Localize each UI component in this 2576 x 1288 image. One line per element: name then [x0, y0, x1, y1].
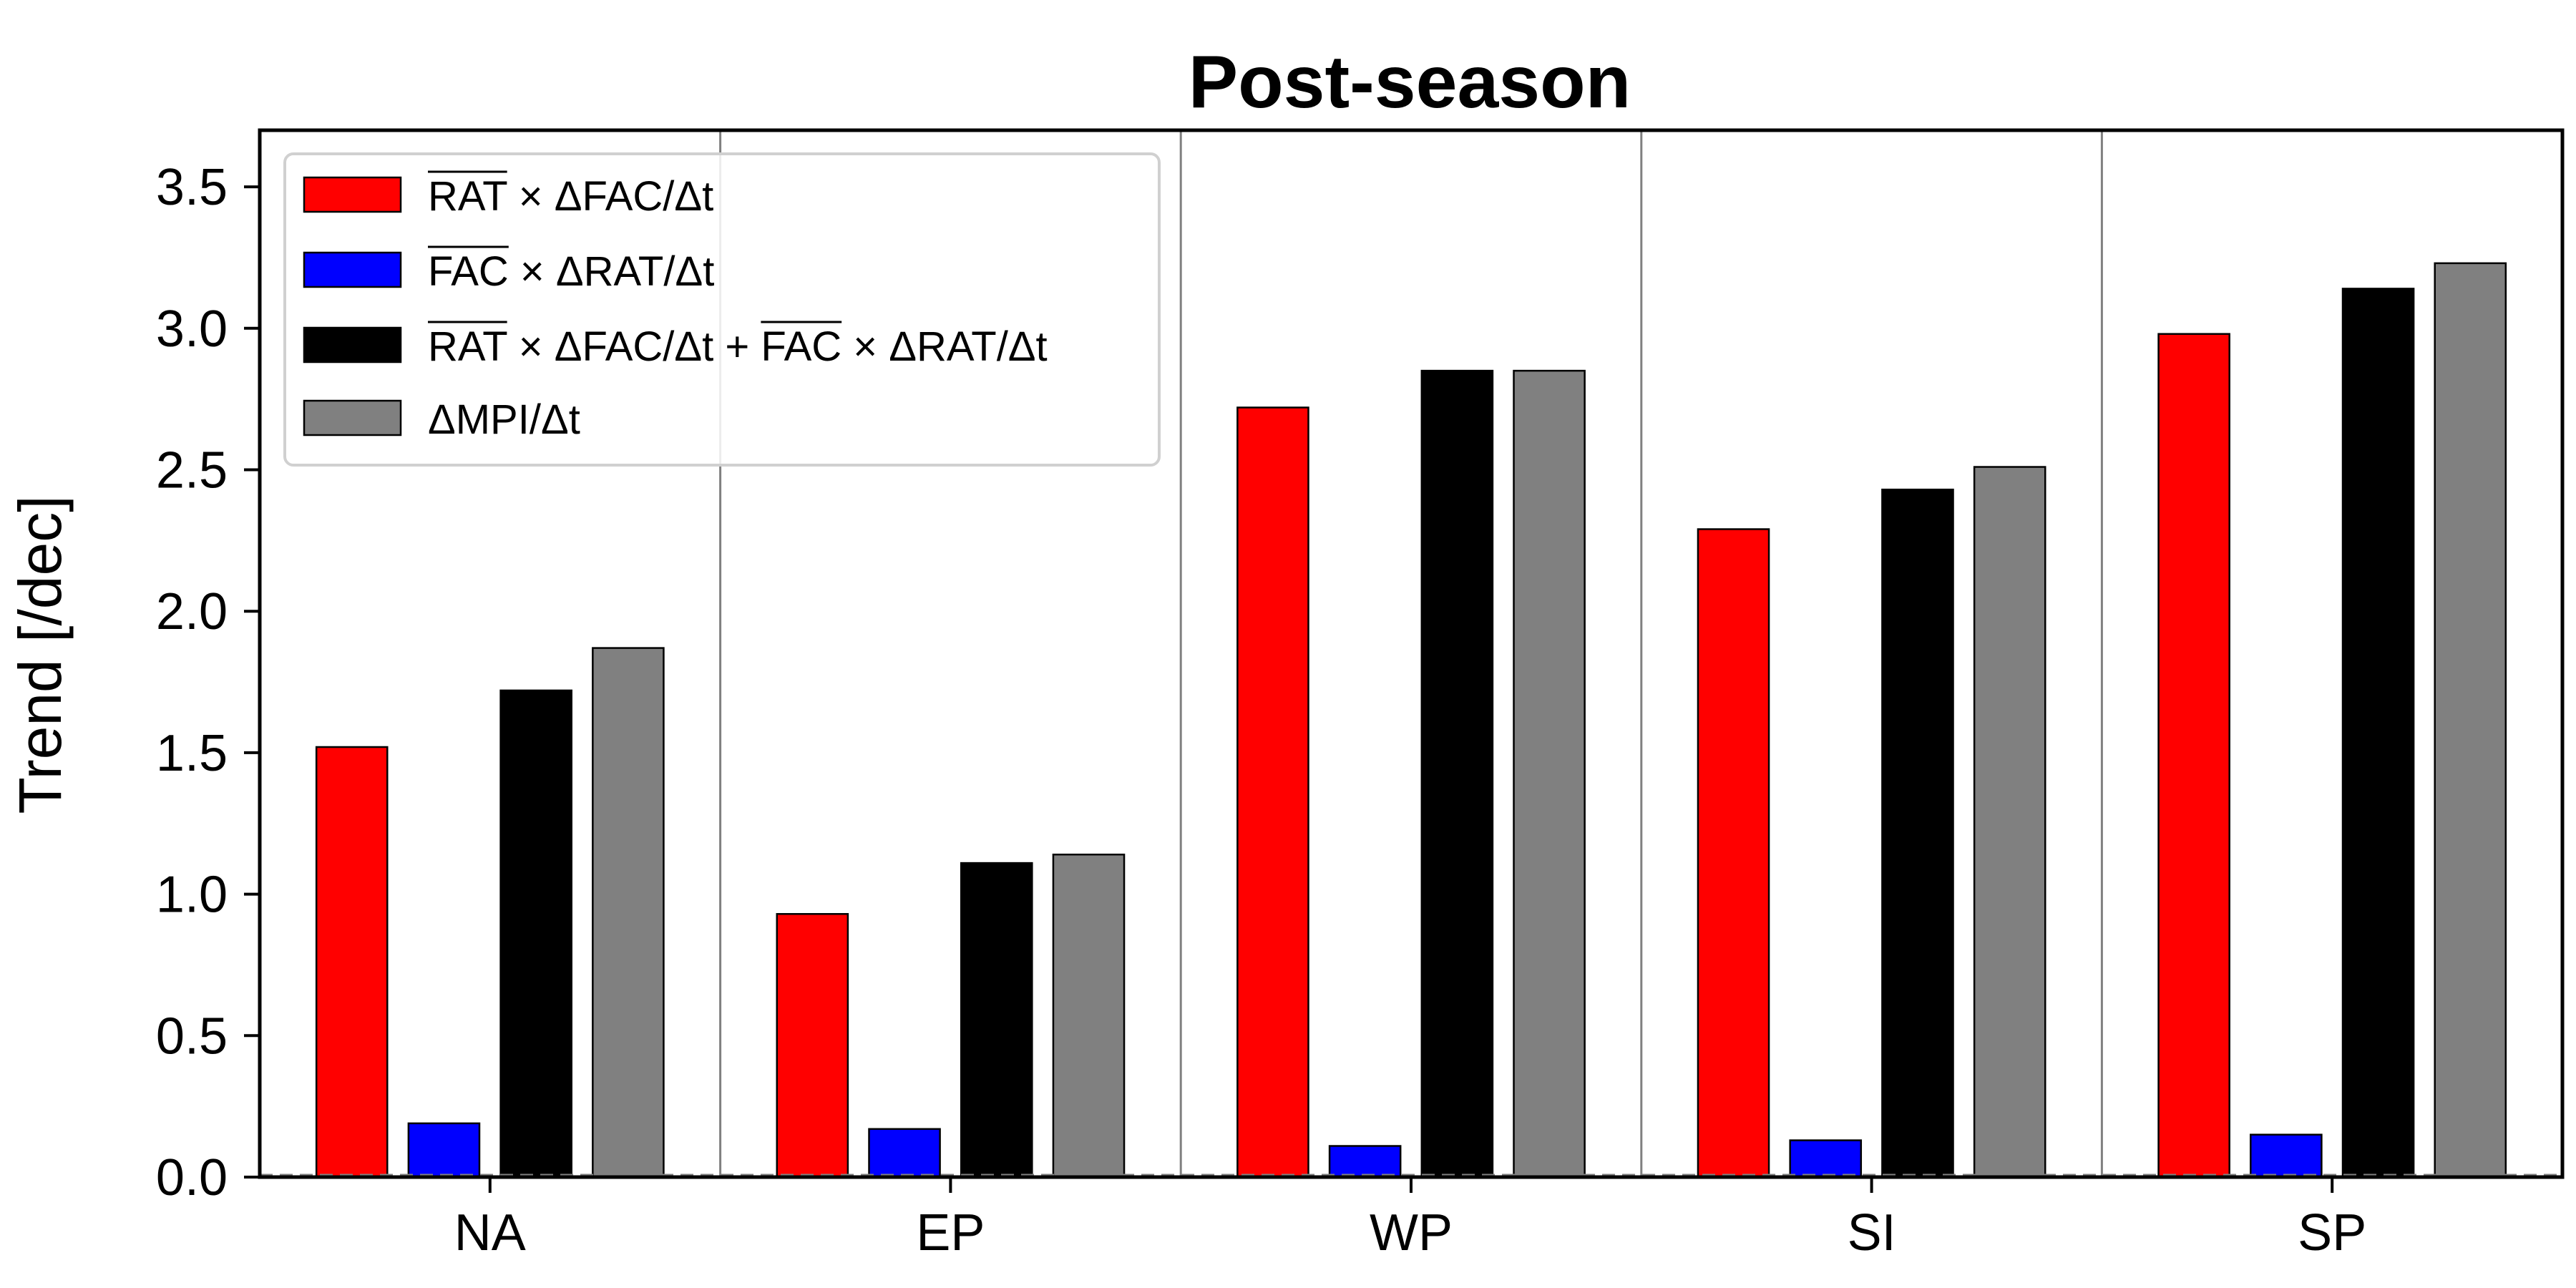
x-tick-label-wp: WP [1370, 1204, 1453, 1262]
bar-sp-series-1 [2157, 333, 2230, 1179]
bar-na-series-1 [315, 746, 389, 1179]
bar-si-series-3 [1881, 488, 1954, 1179]
bar-sp-series-2 [2250, 1133, 2323, 1179]
y-axis: 0.0 0.5 1.0 1.5 2.0 2.5 3.0 3.5 [156, 159, 260, 1206]
bar-sp-series-3 [2341, 288, 2415, 1179]
bar-ep-series-4 [1052, 853, 1126, 1179]
region-separators [719, 130, 2103, 1177]
legend-box [283, 152, 1161, 467]
x-tick-label-na: NA [454, 1204, 526, 1262]
y-tick-label: 2.0 [156, 583, 228, 640]
x-axis: NA EP WP SI SP [454, 1177, 2366, 1262]
y-tick-label: 1.5 [156, 725, 228, 782]
legend-label-3: RAT × ΔFAC/Δt + FAC × ΔRAT/Δt [428, 323, 1048, 370]
bar-si-series-2 [1789, 1139, 1863, 1179]
y-tick-label: 1.0 [156, 867, 228, 924]
bar-na-series-3 [499, 689, 572, 1179]
bars [315, 262, 2507, 1179]
plot-frame [258, 128, 2565, 1179]
legend: RAT × ΔFAC/Δt FAC × ΔRAT/Δt RAT × ΔFAC/Δt … [283, 152, 1161, 467]
legend-label-2: FAC × ΔRAT/Δt [428, 248, 714, 295]
bar-ep-series-2 [868, 1128, 941, 1179]
x-tick-label-sp: SP [2298, 1204, 2366, 1262]
y-axis-label: Trend [/dec] [6, 495, 74, 814]
legend-swatch-3 [303, 326, 402, 364]
legend-label-4: ΔMPI/Δt [428, 396, 580, 443]
y-tick-label: 0.5 [156, 1008, 228, 1065]
bar-wp-series-2 [1328, 1145, 1402, 1179]
legend-swatch-2 [303, 251, 402, 288]
bar-ep-series-1 [776, 913, 849, 1179]
x-tick-label-si: SI [1848, 1204, 1896, 1262]
bar-na-series-4 [592, 647, 665, 1179]
x-tick-label-ep: EP [916, 1204, 985, 1262]
bar-wp-series-3 [1420, 369, 1494, 1179]
legend-swatch-4 [303, 399, 402, 436]
y-tick-label: 3.5 [156, 159, 228, 216]
legend-label-1: RAT × ΔFAC/Δt [428, 173, 713, 220]
chart-title: Post-season [1189, 41, 1631, 124]
bar-ep-series-3 [960, 862, 1033, 1179]
bar-si-series-1 [1697, 528, 1770, 1179]
bar-wp-series-4 [1513, 369, 1586, 1179]
y-tick-label: 2.5 [156, 441, 228, 499]
bar-si-series-4 [1973, 466, 2046, 1179]
legend-swatch-1 [303, 176, 402, 213]
y-tick-label: 0.0 [156, 1149, 228, 1206]
bar-sp-series-4 [2434, 262, 2507, 1179]
bar-na-series-2 [407, 1122, 481, 1179]
y-tick-label: 3.0 [156, 301, 228, 358]
bar-wp-series-1 [1236, 406, 1309, 1179]
